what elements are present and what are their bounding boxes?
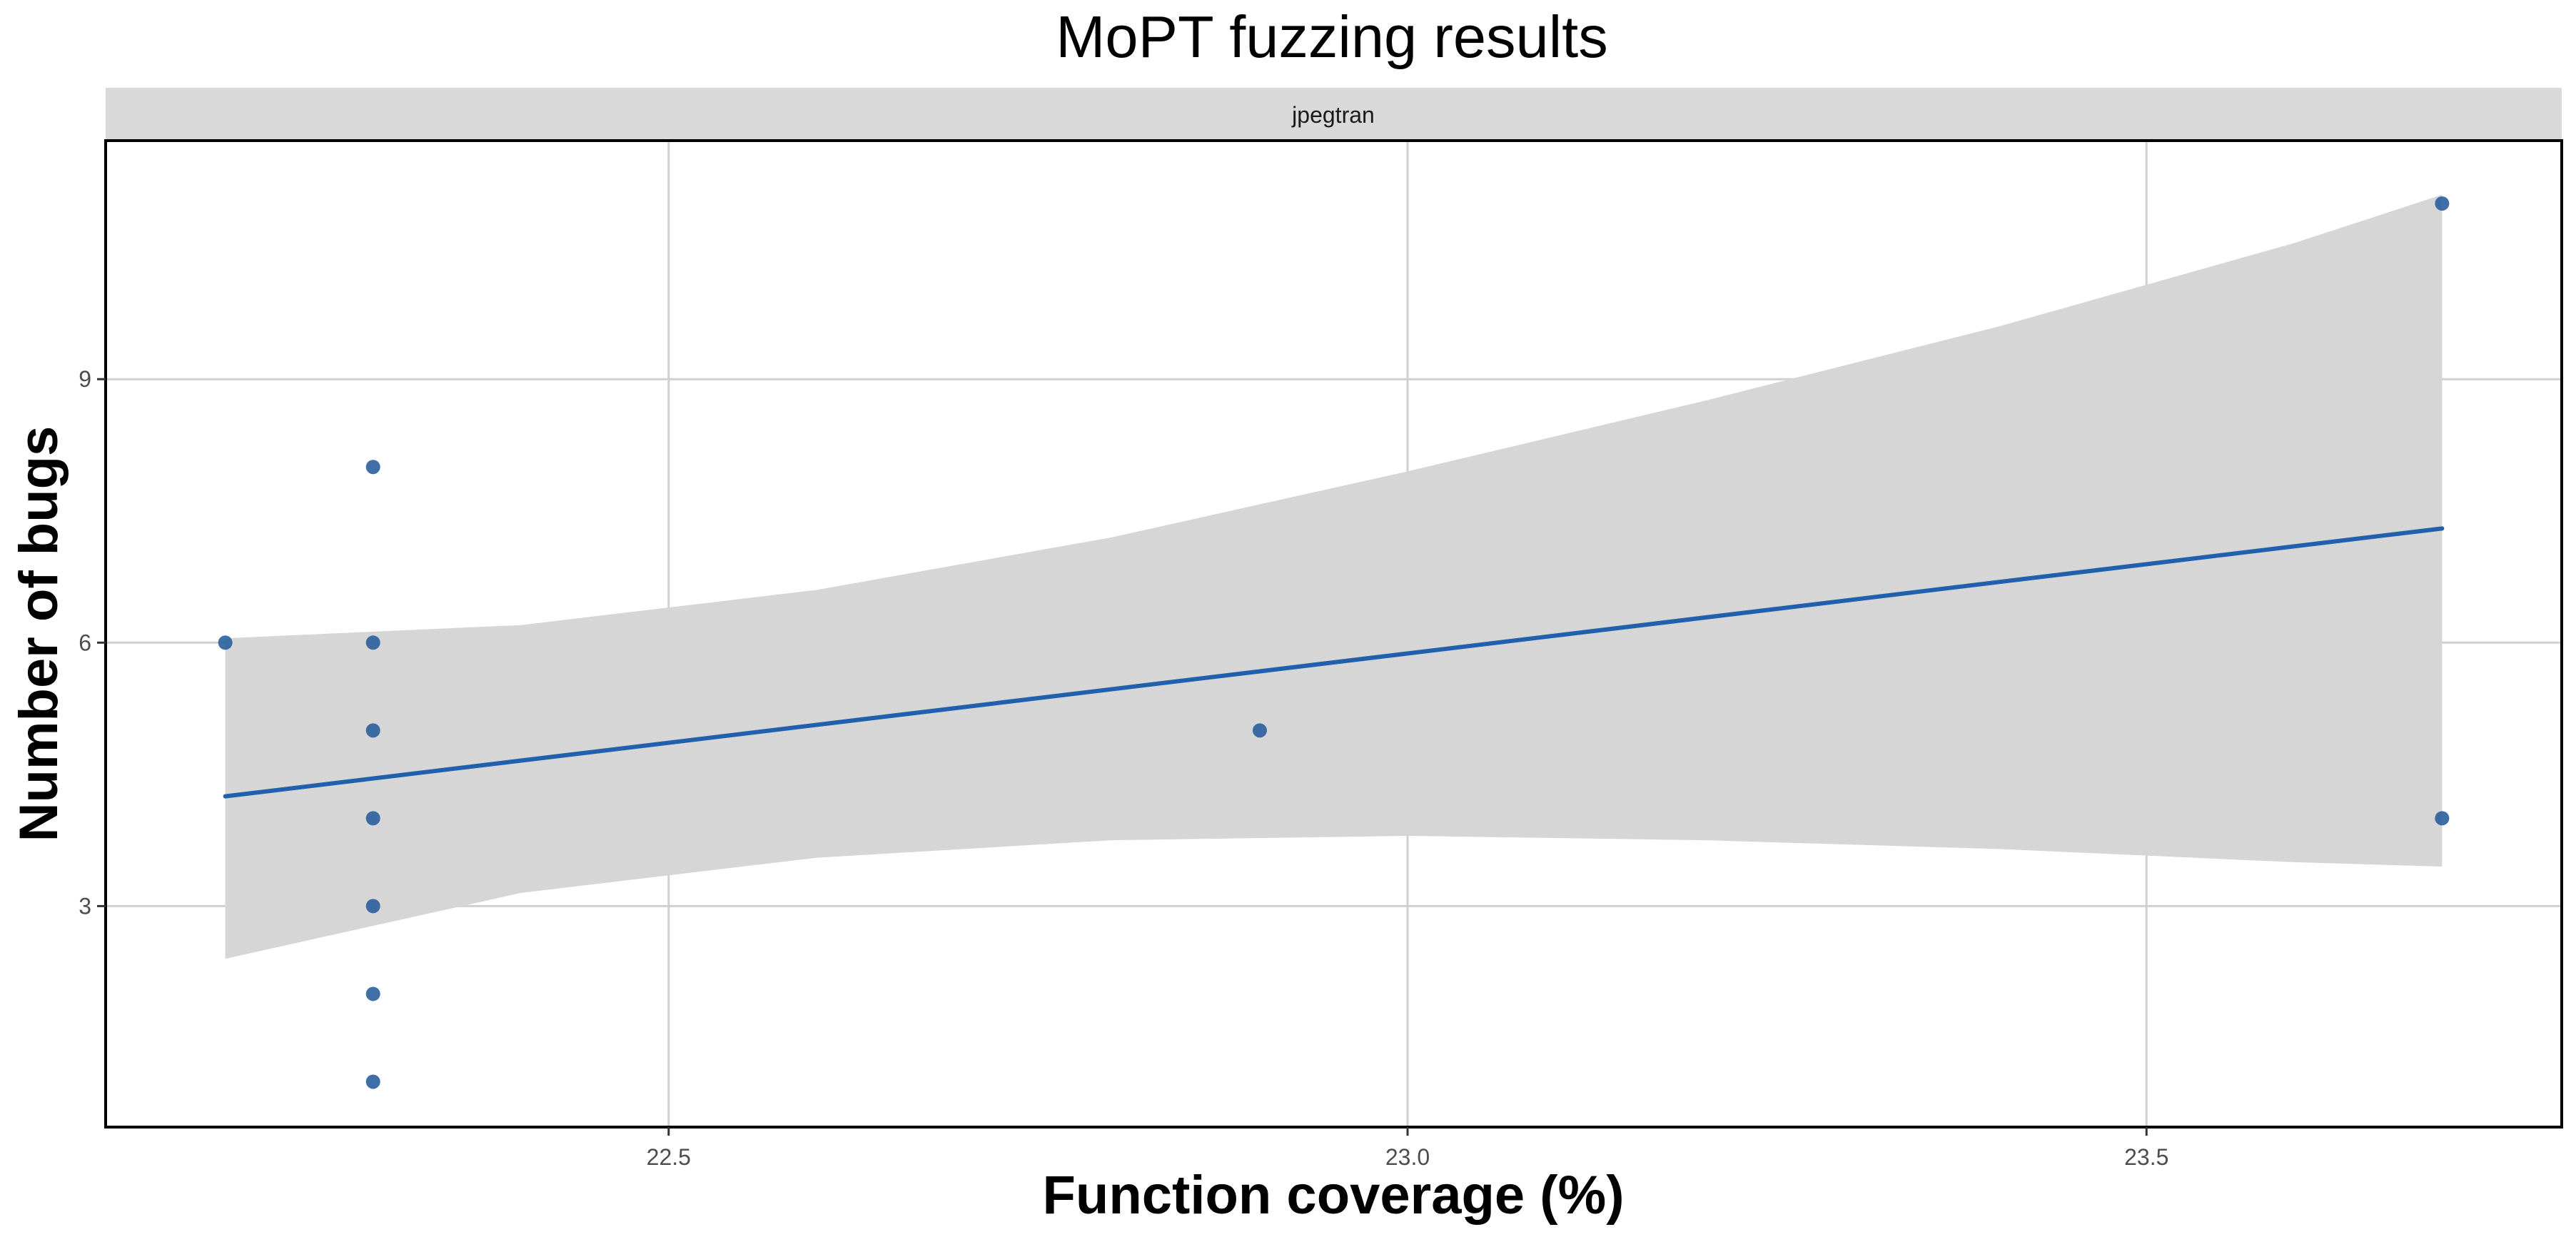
panel-border [104,139,2563,1129]
y-axis-ticks: 3 6 9 [79,366,106,919]
data-point [365,460,380,475]
y-tick-label: 9 [79,366,91,392]
x-axis-ticks: 22.5 23.0 23.5 [647,1127,2168,1170]
data-point [365,1074,380,1089]
data-point [1252,723,1267,738]
data-point [2435,811,2450,826]
data-point [365,899,380,914]
chart-title: MoPT fuzzing results [1056,4,1607,70]
x-axis-title: Function coverage (%) [1043,1165,1625,1226]
data-point [365,811,380,826]
x-tick-label: 23.5 [2124,1144,2168,1170]
data-point [218,635,233,650]
data-point [365,635,380,650]
y-axis-title: Number of bugs [9,426,69,842]
fit-line [223,526,2445,799]
x-tick-label: 22.5 [647,1144,691,1170]
y-tick-label: 3 [79,893,91,919]
fit-line-layer [223,526,2445,799]
facet-label: jpegtran [1291,102,1375,128]
data-point [365,986,380,1001]
confidence-band-layer [225,194,2443,959]
data-point [2435,196,2450,211]
facet-strip [106,88,2562,141]
points-layer [218,196,2450,1089]
y-tick-label: 6 [79,630,91,655]
data-point [365,723,380,738]
x-tick-label: 23.0 [1385,1144,1430,1170]
confidence-band [225,194,2443,959]
